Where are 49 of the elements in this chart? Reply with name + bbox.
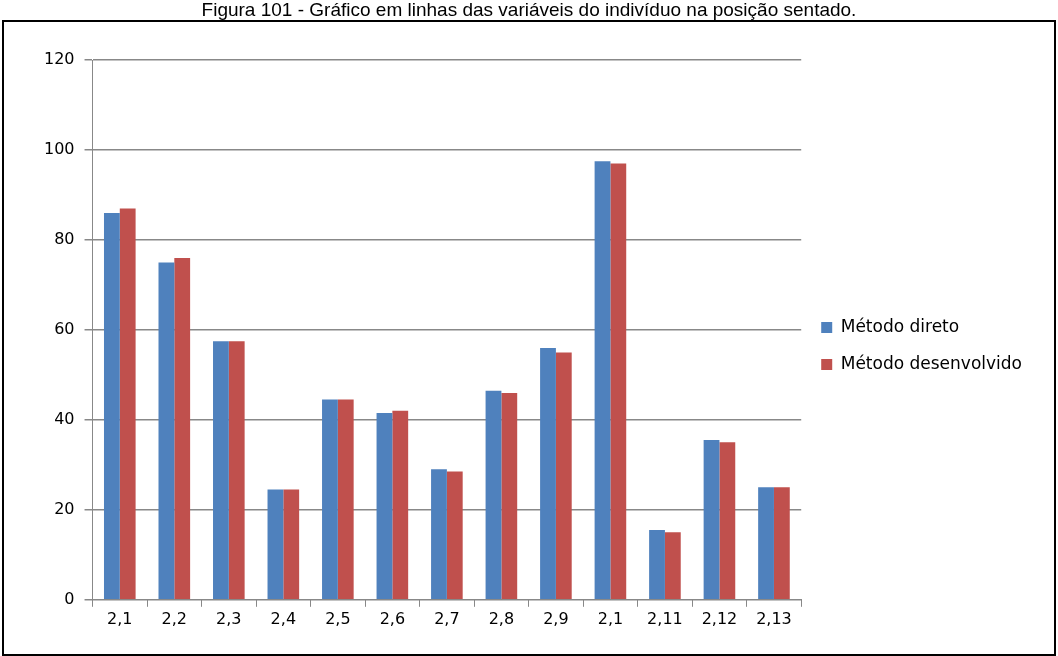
bar <box>228 341 245 600</box>
x-tick-label: 2,5 <box>325 608 351 628</box>
y-tick-label: 120 <box>43 49 75 69</box>
bar <box>610 163 627 600</box>
bar <box>758 487 774 600</box>
bar <box>213 341 229 600</box>
bar <box>719 442 736 600</box>
bar <box>103 212 120 600</box>
bar <box>392 410 409 600</box>
x-tick-label: 2,11 <box>647 608 683 628</box>
bar <box>267 489 284 600</box>
bar <box>446 471 463 600</box>
bar <box>594 161 611 600</box>
y-tick-label: 0 <box>64 588 75 608</box>
x-tick-label: 2,12 <box>701 608 738 628</box>
bar <box>501 392 518 600</box>
bar <box>431 469 447 600</box>
bar <box>555 352 572 600</box>
y-tick-label: 20 <box>54 498 75 518</box>
legend-label: Método desenvolvido <box>840 352 1023 373</box>
bar <box>540 347 556 600</box>
legend-label: Método direto <box>840 315 960 336</box>
bar <box>158 262 175 600</box>
bar <box>283 489 300 600</box>
y-tick-label: 40 <box>54 409 75 429</box>
x-tick-label: 2,1 <box>597 608 624 628</box>
x-tick-label: 2,3 <box>216 608 242 628</box>
y-tick-label: 100 <box>43 139 75 159</box>
x-tick-label: 2,1 <box>107 608 133 628</box>
x-tick-label: 2,4 <box>270 608 297 628</box>
bar <box>664 532 681 600</box>
bar <box>703 440 720 600</box>
x-tick-label: 2,7 <box>434 608 460 628</box>
x-tick-label: 2,8 <box>488 608 515 628</box>
bar <box>649 530 665 600</box>
bar <box>119 208 136 600</box>
bar <box>773 487 790 600</box>
x-tick-label: 2,6 <box>379 608 406 628</box>
x-tick-label: 2,13 <box>756 608 792 628</box>
bar <box>322 399 338 600</box>
bar <box>376 413 393 600</box>
bar <box>337 399 354 600</box>
y-tick-label: 80 <box>54 229 75 249</box>
y-tick-label: 60 <box>54 319 75 339</box>
x-tick-label: 2,2 <box>161 608 188 628</box>
chart-title: Figura 101 - Gráfico em linhas das variáveis do indivíduo na posição sentado. <box>200 0 858 20</box>
x-tick-label: 2,9 <box>543 608 569 628</box>
bar <box>174 257 191 600</box>
bar <box>485 390 502 600</box>
